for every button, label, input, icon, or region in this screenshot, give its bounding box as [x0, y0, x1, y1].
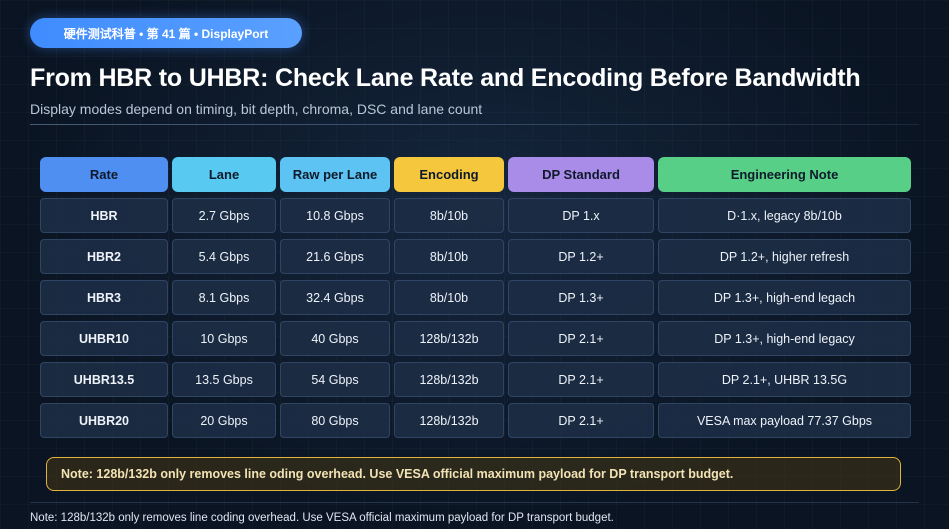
cell-rate: HBR3	[40, 280, 168, 315]
cell-engineering-note: VESA max payload 77.37 Gbps	[658, 403, 911, 438]
cell-rate: UHBR13.5	[40, 362, 168, 397]
cell-encoding: 8b/10b	[394, 280, 504, 315]
header-encoding: Encoding	[394, 157, 504, 192]
cell-raw-per-lane: 32.4 Gbps	[280, 280, 390, 315]
cell-rate: UHBR10	[40, 321, 168, 356]
cell-dp-standard: DP 1.2+	[508, 239, 654, 274]
page-subtitle: Display modes depend on timing, bit dept…	[30, 101, 483, 117]
page-title: From HBR to UHBR: Check Lane Rate and En…	[30, 64, 861, 92]
cell-engineering-note: DP 1.2+, higher refresh	[658, 239, 911, 274]
cell-rate: HBR2	[40, 239, 168, 274]
cell-raw-per-lane: 21.6 Gbps	[280, 239, 390, 274]
cell-dp-standard: DP 1.3+	[508, 280, 654, 315]
cell-encoding: 8b/10b	[394, 198, 504, 233]
cell-raw-per-lane: 40 Gbps	[280, 321, 390, 356]
cell-encoding: 128b/132b	[394, 362, 504, 397]
cell-engineering-note: D·1.x, legacy 8b/10b	[658, 198, 911, 233]
cell-lane: 13.5 Gbps	[172, 362, 276, 397]
cell-engineering-note: DP 1.3+, high-end legach	[658, 280, 911, 315]
cell-encoding: 128b/132b	[394, 403, 504, 438]
cell-dp-standard: DP 2.1+	[508, 403, 654, 438]
cell-raw-per-lane: 80 Gbps	[280, 403, 390, 438]
header-lane: Lane	[172, 157, 276, 192]
cell-raw-per-lane: 54 Gbps	[280, 362, 390, 397]
cell-raw-per-lane: 10.8 Gbps	[280, 198, 390, 233]
header-raw-per-lane: Raw per Lane	[280, 157, 390, 192]
cell-encoding: 8b/10b	[394, 239, 504, 274]
cell-lane: 2.7 Gbps	[172, 198, 276, 233]
cell-lane: 20 Gbps	[172, 403, 276, 438]
cell-rate: UHBR20	[40, 403, 168, 438]
cell-engineering-note: DP 1.3+, high-end legacy	[658, 321, 911, 356]
cell-engineering-note: DP 2.1+, UHBR 13.5G	[658, 362, 911, 397]
footer-note: Note: 128b/132b only removes line coding…	[30, 512, 614, 524]
cell-dp-standard: DP 2.1+	[508, 321, 654, 356]
cell-lane: 5.4 Gbps	[172, 239, 276, 274]
title-divider	[30, 124, 919, 125]
cell-encoding: 128b/132b	[394, 321, 504, 356]
cell-dp-standard: DP 2.1+	[508, 362, 654, 397]
cell-lane: 10 Gbps	[172, 321, 276, 356]
cell-lane: 8.1 Gbps	[172, 280, 276, 315]
header-engineering-note: Engineering Note	[658, 157, 911, 192]
header-rate: Rate	[40, 157, 168, 192]
cell-rate: HBR	[40, 198, 168, 233]
footer-divider	[30, 502, 919, 503]
series-badge: 硬件测试科普 • 第 41 篇 • DisplayPort	[30, 18, 302, 48]
header-dp-standard: DP Standard	[508, 157, 654, 192]
dp-rate-table: Rate Lane Raw per Lane Encoding DP Stand…	[40, 157, 911, 438]
note-callout: Note: 128b/132b only removes line oding …	[46, 457, 901, 491]
cell-dp-standard: DP 1.x	[508, 198, 654, 233]
